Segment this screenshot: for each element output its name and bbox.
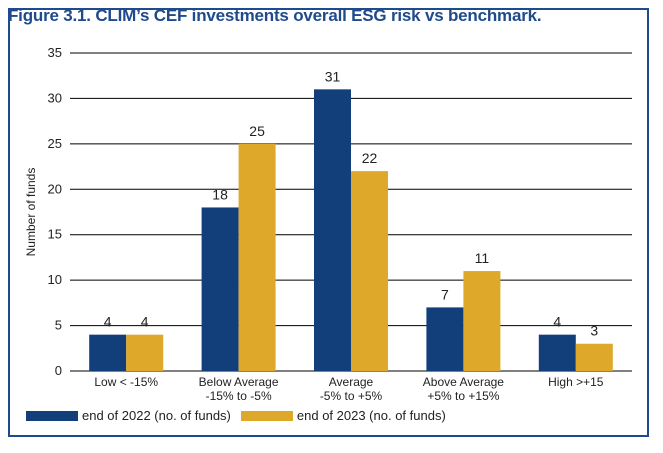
bar: [463, 271, 501, 371]
bar: [538, 334, 576, 371]
y-tick-label: 0: [55, 363, 62, 378]
x-tick-label: High >+15: [548, 375, 604, 389]
bar: [314, 89, 351, 371]
bar: [201, 207, 239, 371]
legend-label-2022: end of 2022 (no. of funds): [82, 408, 231, 423]
y-tick-label: 25: [48, 136, 62, 151]
figure-title: Figure 3.1. CLIM’s CEF investments overa…: [8, 6, 542, 25]
y-tick-label: 35: [48, 45, 62, 60]
y-axis-label: Number of funds: [24, 168, 38, 257]
y-tick-label: 10: [48, 272, 62, 287]
x-tick-label: -5% to +5%: [320, 389, 383, 403]
legend-label-2023: end of 2023 (no. of funds): [296, 408, 446, 423]
y-tick-label: 15: [48, 227, 62, 242]
data-label: 4: [553, 314, 561, 330]
y-tick-label: 20: [48, 181, 62, 196]
bar: [126, 334, 164, 371]
x-tick-label: +5% to +15%: [427, 389, 499, 403]
bar: [238, 143, 276, 371]
bar: [351, 171, 388, 371]
x-tick-label: Above Average: [423, 375, 505, 389]
data-label: 31: [325, 68, 341, 84]
data-label: 4: [104, 314, 112, 330]
y-tick-label: 5: [55, 318, 62, 333]
legend-swatch-2023: [240, 410, 293, 421]
data-label: 25: [249, 123, 265, 139]
bar: [426, 307, 464, 371]
legend-item-2022: end of 2022 (no. of funds): [26, 408, 231, 423]
x-tick-label: Below Average: [199, 375, 279, 389]
bar: [575, 343, 613, 371]
y-tick-label: 30: [48, 90, 62, 105]
x-tick-label: -15% to -5%: [206, 389, 272, 403]
bar: [89, 334, 127, 371]
legend: end of 2022 (no. of funds) end of 2023 (…: [26, 408, 456, 423]
legend-swatch-2022: [26, 410, 78, 421]
data-label: 22: [362, 150, 378, 166]
data-label: 11: [475, 250, 490, 266]
data-label: 7: [441, 286, 449, 302]
data-label: 3: [590, 323, 598, 339]
x-tick-label: Low < -15%: [94, 375, 158, 389]
x-tick-label: Average: [329, 375, 374, 389]
legend-item-2023: end of 2023 (no. of funds): [240, 408, 446, 423]
data-label: 18: [212, 186, 228, 202]
data-label: 4: [141, 314, 149, 330]
